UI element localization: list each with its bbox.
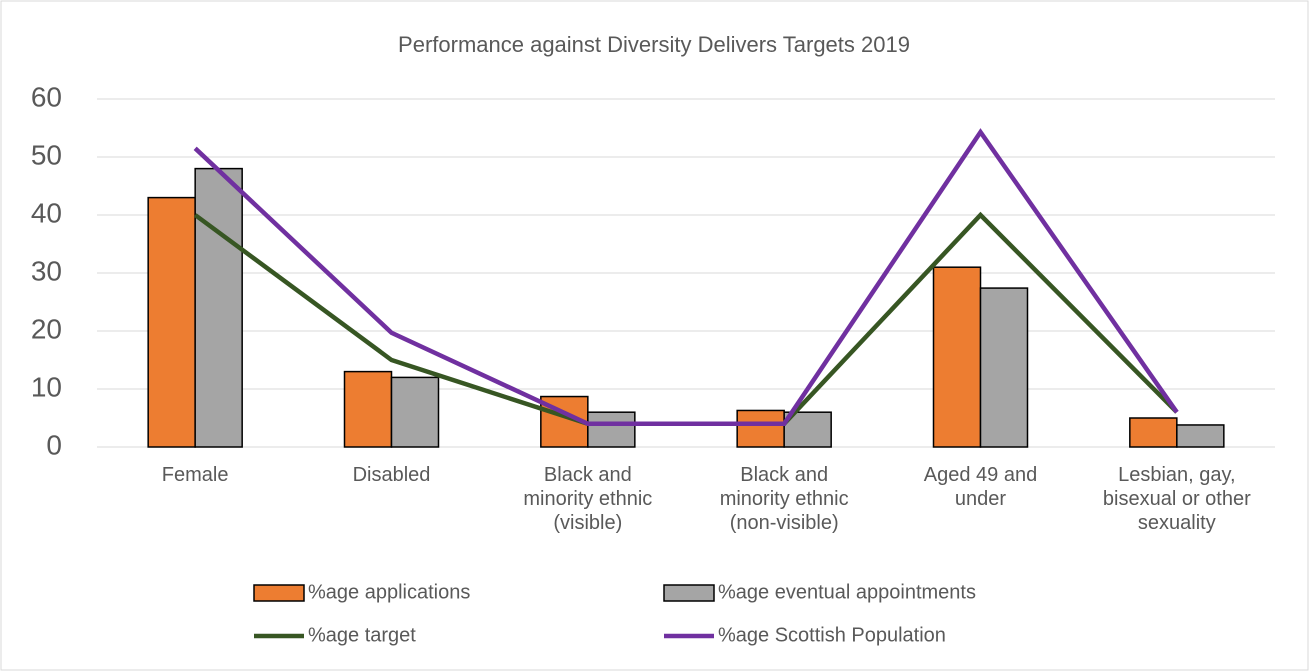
legend-label: %age applications	[308, 581, 470, 603]
legend-swatch	[253, 584, 305, 602]
y-tick-label: 0	[46, 429, 62, 460]
x-tick-label: Black and minority ethnic (visible)	[523, 464, 653, 534]
y-tick-label: 30	[31, 255, 62, 286]
bar	[194, 167, 243, 448]
y-tick-label: 60	[31, 81, 62, 112]
x-tick-label: Disabled	[352, 464, 431, 486]
bar	[1129, 417, 1178, 448]
legend-label: %age Scottish Population	[718, 624, 946, 646]
bar	[587, 411, 636, 448]
bar	[979, 287, 1029, 448]
chart-title: Performance against Diversity Delivers T…	[398, 32, 910, 57]
y-tick-label: 50	[31, 139, 62, 170]
legend-label: %age eventual appointments	[718, 581, 976, 603]
bar	[147, 196, 196, 448]
bar	[736, 409, 785, 448]
y-tick-label: 40	[31, 197, 62, 228]
x-tick-label: Female	[161, 464, 229, 486]
x-tick-label: Lesbian, gay, bisexual or other sexualit…	[1102, 464, 1251, 534]
x-tick-label: Black and minority ethnic (non-visible)	[719, 464, 849, 534]
line	[193, 128, 1179, 427]
bar	[1176, 424, 1225, 448]
bar	[390, 376, 440, 448]
y-tick-label: 20	[31, 313, 62, 344]
legend-label: %age target	[308, 624, 416, 646]
legend-swatch	[663, 584, 715, 602]
bar	[932, 266, 982, 448]
y-tick-label: 10	[31, 371, 62, 402]
bar	[343, 370, 393, 448]
x-tick-label: Aged 49 and under	[923, 464, 1038, 510]
